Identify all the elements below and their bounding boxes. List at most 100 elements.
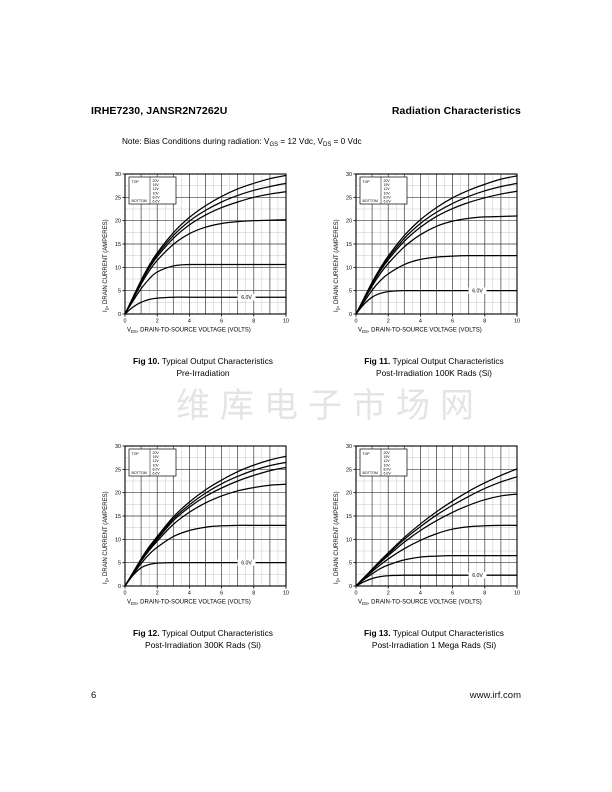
section-title: Radiation Characteristics <box>391 105 521 117</box>
x-tick-label-2: 2 <box>156 590 159 596</box>
x-tick-label-6: 6 <box>451 590 454 596</box>
axis-ticks <box>353 445 518 589</box>
y-tick-label-15: 15 <box>115 242 121 248</box>
svg-text:VDS, DRAIN-TO-SOURCE VOLTAGE: VDS, DRAIN-TO-SOURCE VOLTAGE (VOLTS) <box>358 328 482 335</box>
y-axis-title: ID, DRAIN CURRENT (AMPERES) <box>334 491 341 584</box>
y-tick-label-0: 0 <box>349 312 352 318</box>
x-tick-label-10: 10 <box>283 590 289 596</box>
svg-text:ID, DRAIN CURRENT (AMPERES): ID, DRAIN CURRENT (AMPERES) <box>334 219 341 312</box>
x-tick-label-2: 2 <box>156 318 159 324</box>
y-tick-label-0: 0 <box>118 312 121 318</box>
axis-ticks <box>122 173 287 317</box>
curve-3 <box>124 219 287 315</box>
figure-number: Fig 12. <box>133 628 160 638</box>
y-tick-label-20: 20 <box>115 491 121 497</box>
curve-4 <box>355 555 518 587</box>
figure-caption-fig10: Fig 10. Typical Output Characteristics P… <box>98 355 308 380</box>
curve-annotation-6v: 6.0V <box>241 295 252 301</box>
page-header: IRHE7230, JANSR2N7262U Radiation Charact… <box>91 105 521 117</box>
legend-top-label: TOP <box>363 180 371 184</box>
x-axis-title: VDS, DRAIN-TO-SOURCE VOLTAGE (VOLTS) <box>358 328 482 335</box>
legend-entry-1: 15V <box>384 455 391 459</box>
note-suffix: = 0 Vdc <box>331 137 362 146</box>
figure-title: Typical Output Characteristics <box>161 356 273 366</box>
x-tick-label-2: 2 <box>387 590 390 596</box>
y-tick-label-15: 15 <box>346 242 352 248</box>
figure-subtitle: Post-Irradiation 300K Rads (Si) <box>145 640 261 651</box>
figure-subtitle: Post-Irradiation 1 Mega Rads (Si) <box>371 640 497 651</box>
y-tick-label-30: 30 <box>115 444 121 450</box>
curve-2 <box>355 493 518 587</box>
svg-text:ID, DRAIN CURRENT (AMPERES): ID, DRAIN CURRENT (AMPERES) <box>103 219 110 312</box>
figure-fig12: 6.0V TOP BOTTOM 20V 15V 12V 10V 8.0V 6.0V 0 2 4 6 8 10… <box>98 440 308 652</box>
x-axis-title: VDS, DRAIN-TO-SOURCE VOLTAGE (VOLTS) <box>358 600 482 607</box>
legend-bottom-label: BOTTOM <box>132 199 147 203</box>
y-tick-label-20: 20 <box>346 219 352 225</box>
x-tick-label-0: 0 <box>124 590 127 596</box>
y-tick-label-30: 30 <box>115 172 121 178</box>
x-tick-label-6: 6 <box>220 318 223 324</box>
legend-entry-0: 20V <box>153 179 160 183</box>
legend-top-label: TOP <box>363 452 371 456</box>
legend-entry-3: 10V <box>153 191 160 195</box>
legend-entry-2: 12V <box>384 459 391 463</box>
svg-text:ID, DRAIN CURRENT (AMPERES): ID, DRAIN CURRENT (AMPERES) <box>334 491 341 584</box>
y-tick-label-10: 10 <box>115 265 121 271</box>
figure-fig13: 6.0V TOP BOTTOM 20V 15V 12V 10V 8.0V 6.0V 0 2 4 6 8 10… <box>329 440 539 652</box>
y-tick-label-25: 25 <box>115 195 121 201</box>
curve-annotation-bg <box>468 287 487 294</box>
y-tick-label-20: 20 <box>115 219 121 225</box>
y-tick-label-25: 25 <box>115 467 121 473</box>
legend-entry-4: 8.0V <box>384 467 392 471</box>
plot-area-fig11: 6.0V TOP BOTTOM 20V 15V 12V 10V 8.0V 6.0V 0 2 4 6 8 10… <box>329 168 525 346</box>
website-link[interactable]: www.irf.com <box>469 690 521 701</box>
x-tick-label-0: 0 <box>124 318 127 324</box>
x-axis-title: VDS, DRAIN-TO-SOURCE VOLTAGE (VOLTS) <box>127 328 251 335</box>
figure-number: Fig 11. <box>364 356 391 366</box>
figure-caption-fig11: Fig 11. Typical Output Characteristics P… <box>329 355 539 380</box>
curve-annotation-bg <box>237 294 256 301</box>
bias-conditions-note: Note: Bias Conditions during radiation: … <box>122 137 362 148</box>
legend-entry-5: 6.0V <box>384 472 392 476</box>
y-tick-label-0: 0 <box>349 584 352 590</box>
curve-annotation-6v: 6.0V <box>241 560 252 566</box>
y-axis-title: ID, DRAIN CURRENT (AMPERES) <box>103 219 110 312</box>
legend-bottom-label: BOTTOM <box>363 471 378 475</box>
legend-entry-1: 15V <box>153 455 160 459</box>
legend-bottom-label: BOTTOM <box>132 471 147 475</box>
legend-bottom-label: BOTTOM <box>363 199 378 203</box>
curve-annotation-6v: 6.0V <box>472 573 483 579</box>
legend-entry-3: 10V <box>384 463 391 467</box>
part-numbers-title: IRHE7230, JANSR2N7262U <box>91 105 228 117</box>
legend-top-label: TOP <box>132 452 140 456</box>
curve-annotation-bg <box>237 559 256 566</box>
x-tick-label-2: 2 <box>387 318 390 324</box>
note-prefix: Note: Bias Conditions during radiation: … <box>122 137 270 146</box>
legend-entry-1: 15V <box>153 183 160 187</box>
legend-entry-5: 6.0V <box>384 200 392 204</box>
x-tick-label-0: 0 <box>355 590 358 596</box>
y-tick-label-15: 15 <box>346 514 352 520</box>
figure-title: Typical Output Characteristics <box>392 628 504 638</box>
watermark-text: 维库电子市场网 <box>176 386 484 426</box>
legend-entry-1: 15V <box>384 183 391 187</box>
legend-entry-2: 12V <box>153 187 160 191</box>
svg-text:VDS, DRAIN-TO-SOURCE VOLTAGE: VDS, DRAIN-TO-SOURCE VOLTAGE (VOLTS) <box>358 600 482 607</box>
figure-subtitle: Post-Irradiation 100K Rads (Si) <box>376 368 492 379</box>
x-tick-label-8: 8 <box>252 318 255 324</box>
legend-entry-4: 8.0V <box>153 195 161 199</box>
y-tick-label-20: 20 <box>346 491 352 497</box>
legend-entry-5: 6.0V <box>153 200 161 204</box>
y-tick-label-25: 25 <box>346 467 352 473</box>
x-tick-label-4: 4 <box>419 590 422 596</box>
svg-text:VDS, DRAIN-TO-SOURCE VOLTAGE: VDS, DRAIN-TO-SOURCE VOLTAGE (VOLTS) <box>127 328 251 335</box>
y-tick-label-30: 30 <box>346 444 352 450</box>
x-tick-label-0: 0 <box>355 318 358 324</box>
svg-text:ID, DRAIN CURRENT (AMPERES): ID, DRAIN CURRENT (AMPERES) <box>103 491 110 584</box>
x-tick-label-4: 4 <box>188 590 191 596</box>
page-footer: 6 www.irf.com <box>91 690 521 701</box>
